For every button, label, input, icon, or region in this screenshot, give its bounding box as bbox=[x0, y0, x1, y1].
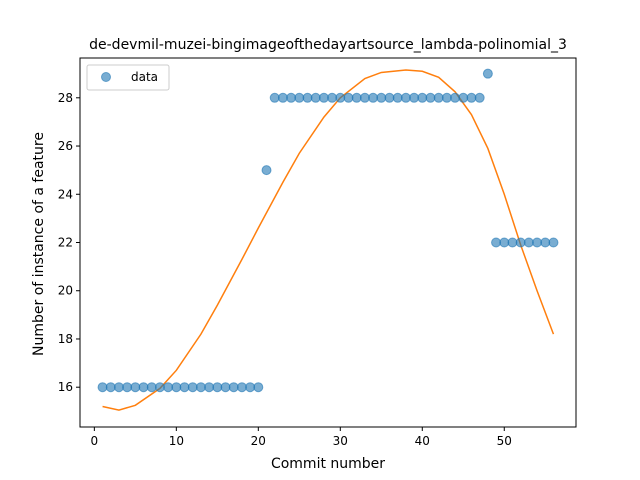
x-tick-label: 10 bbox=[169, 434, 184, 448]
data-point bbox=[425, 92, 436, 103]
data-point bbox=[491, 237, 502, 248]
data-point bbox=[351, 92, 362, 103]
y-tick-label: 22 bbox=[58, 236, 73, 250]
data-point bbox=[163, 382, 174, 393]
data-point bbox=[523, 237, 534, 248]
data-point bbox=[466, 92, 477, 103]
data-point bbox=[236, 382, 247, 393]
data-point bbox=[130, 382, 141, 393]
y-tick-label: 18 bbox=[58, 332, 73, 346]
data-point bbox=[376, 92, 387, 103]
x-axis-title: Commit number bbox=[271, 456, 385, 472]
data-point bbox=[433, 92, 444, 103]
data-point bbox=[228, 382, 239, 393]
x-tick-label: 30 bbox=[333, 434, 348, 448]
data-point bbox=[368, 92, 379, 103]
data-point bbox=[195, 382, 206, 393]
data-point bbox=[482, 68, 493, 79]
y-tick-label: 16 bbox=[58, 380, 73, 394]
data-point bbox=[400, 92, 411, 103]
data-point bbox=[474, 92, 485, 103]
data-point bbox=[335, 92, 346, 103]
data-point bbox=[113, 382, 124, 393]
y-tick-label: 26 bbox=[58, 139, 73, 153]
data-point bbox=[458, 92, 469, 103]
data-point bbox=[515, 237, 526, 248]
chart-title: de-devmil-muzei-bingimageofthedayartsour… bbox=[89, 37, 567, 53]
y-tick-label: 28 bbox=[58, 91, 73, 105]
data-point bbox=[122, 382, 133, 393]
data-point bbox=[441, 92, 452, 103]
data-point bbox=[318, 92, 329, 103]
legend-marker-data bbox=[101, 72, 111, 82]
data-point bbox=[532, 237, 543, 248]
data-point bbox=[138, 382, 149, 393]
legend-frame bbox=[86, 64, 170, 91]
legend: data bbox=[86, 64, 170, 91]
data-point bbox=[253, 382, 264, 393]
data-point bbox=[171, 382, 182, 393]
y-tick-label: 24 bbox=[58, 187, 73, 201]
data-point bbox=[97, 382, 108, 393]
data-point bbox=[269, 92, 280, 103]
data-point bbox=[245, 382, 256, 393]
data-point bbox=[417, 92, 428, 103]
data-point bbox=[187, 382, 198, 393]
data-point bbox=[507, 237, 518, 248]
data-point bbox=[392, 92, 403, 103]
data-point bbox=[154, 382, 165, 393]
data-point bbox=[220, 382, 231, 393]
series-layer bbox=[97, 68, 559, 411]
data-point bbox=[302, 92, 313, 103]
x-tick-label: 40 bbox=[415, 434, 430, 448]
data-point bbox=[359, 92, 370, 103]
data-point bbox=[212, 382, 223, 393]
x-axis: 0 10 20 30 40 50 bbox=[91, 427, 512, 448]
data-point bbox=[450, 92, 461, 103]
data-point bbox=[286, 92, 297, 103]
data-point bbox=[105, 382, 116, 393]
y-tick-label: 20 bbox=[58, 284, 73, 298]
data-point bbox=[343, 92, 354, 103]
data-point bbox=[540, 237, 551, 248]
legend-label-data: data bbox=[131, 70, 158, 84]
data-point bbox=[277, 92, 288, 103]
y-axis: 16 18 20 22 24 26 28 bbox=[58, 91, 80, 394]
y-axis-title: Number of instance of a feature bbox=[31, 132, 47, 356]
data-point bbox=[548, 237, 559, 248]
data-point bbox=[294, 92, 305, 103]
data-point bbox=[384, 92, 395, 103]
data-point bbox=[499, 237, 510, 248]
x-tick-label: 0 bbox=[91, 434, 99, 448]
data-point bbox=[327, 92, 338, 103]
data-point bbox=[179, 382, 190, 393]
x-tick-label: 50 bbox=[497, 434, 512, 448]
x-tick-label: 20 bbox=[251, 434, 266, 448]
data-point bbox=[409, 92, 420, 103]
data-point bbox=[310, 92, 321, 103]
data-point bbox=[146, 382, 157, 393]
data-point bbox=[204, 382, 215, 393]
data-point bbox=[261, 165, 272, 176]
